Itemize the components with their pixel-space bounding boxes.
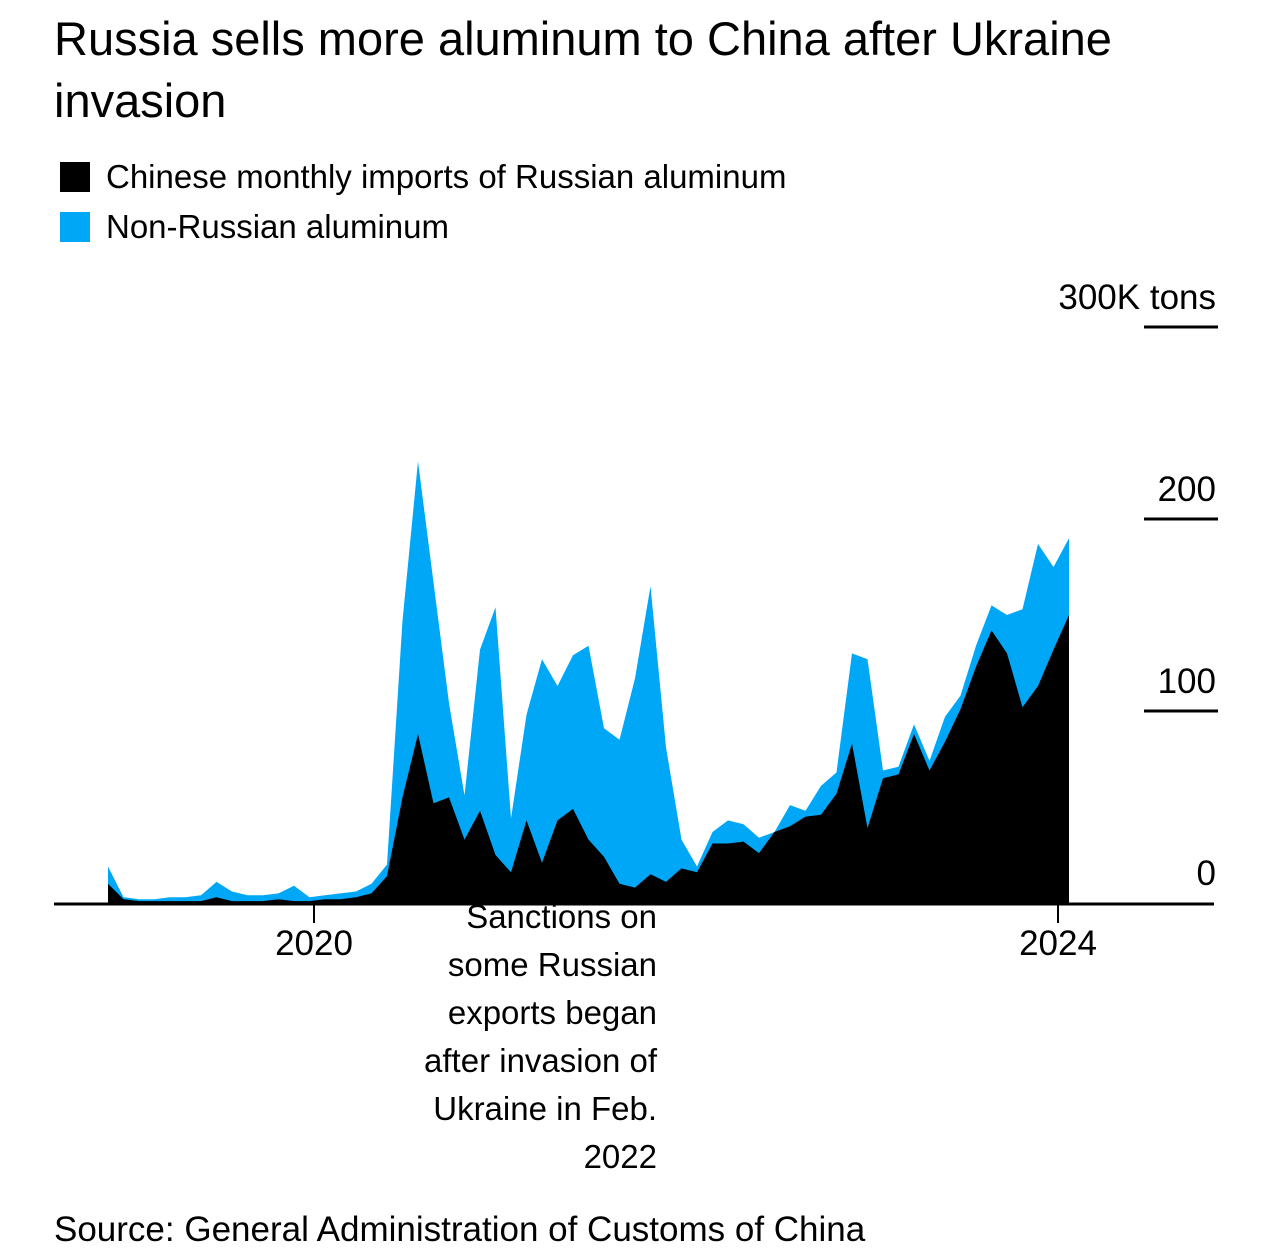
y-tick-label-200: 200 — [1158, 470, 1216, 509]
legend-label-russian: Chinese monthly imports of Russian alumi… — [106, 158, 787, 195]
chart-title: Russia sells more aluminum to China afte… — [54, 12, 1112, 127]
legend-swatch-non-russian — [60, 212, 90, 242]
legend-label-non-russian: Non-Russian aluminum — [106, 208, 449, 245]
y-tick-label-300: 300K tons — [1058, 278, 1216, 317]
legend-item-russian: Chinese monthly imports of Russian alumi… — [60, 152, 786, 202]
legend-item-non-russian: Non-Russian aluminum — [60, 202, 786, 252]
annotation-line: Ukraine in Feb. — [433, 1090, 657, 1127]
annotation-line: after invasion of — [424, 1042, 658, 1079]
annotation-line: some Russian — [448, 946, 657, 983]
legend-swatch-russian — [60, 162, 90, 192]
x-tick-label-2024: 2024 — [1019, 924, 1097, 963]
area-russian — [108, 615, 1069, 903]
legend: Chinese monthly imports of Russian alumi… — [60, 152, 786, 252]
annotation-line: exports began — [448, 994, 657, 1031]
area-chart: 2020 2024 0 100 200 300K tons Sanctions on some… — [54, 278, 1218, 1175]
annotation-line: Sanctions on — [466, 898, 657, 935]
area-non-russian — [108, 461, 1069, 903]
y-tick-label-0: 0 — [1197, 854, 1216, 893]
y-tick-label-100: 100 — [1158, 662, 1216, 701]
annotation-line: 2022 — [584, 1138, 657, 1175]
x-tick-label-2020: 2020 — [275, 924, 353, 963]
source-note: Source: General Administration of Custom… — [54, 1210, 866, 1249]
